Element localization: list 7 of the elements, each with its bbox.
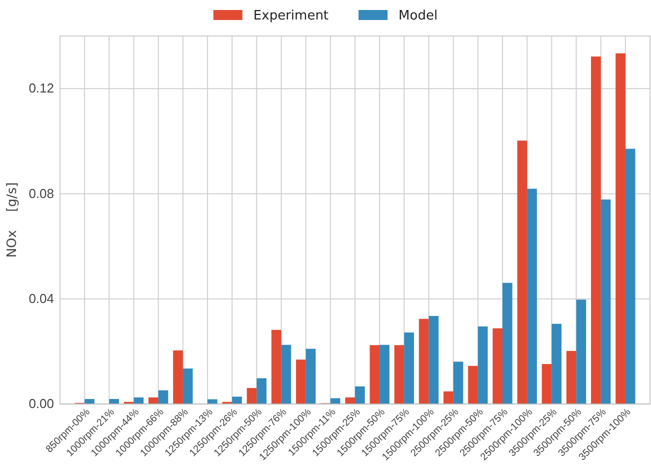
legend-label: Experiment bbox=[253, 8, 329, 24]
y-tick-label: 0.08 bbox=[28, 186, 54, 201]
y-tick-label: 0.04 bbox=[28, 291, 54, 306]
legend-label: Model bbox=[398, 8, 438, 24]
y-axis-title: NOx [g/s] bbox=[5, 182, 20, 258]
y-tick-label: 0.00 bbox=[28, 396, 54, 412]
y-tick-label: 0.12 bbox=[28, 80, 54, 96]
